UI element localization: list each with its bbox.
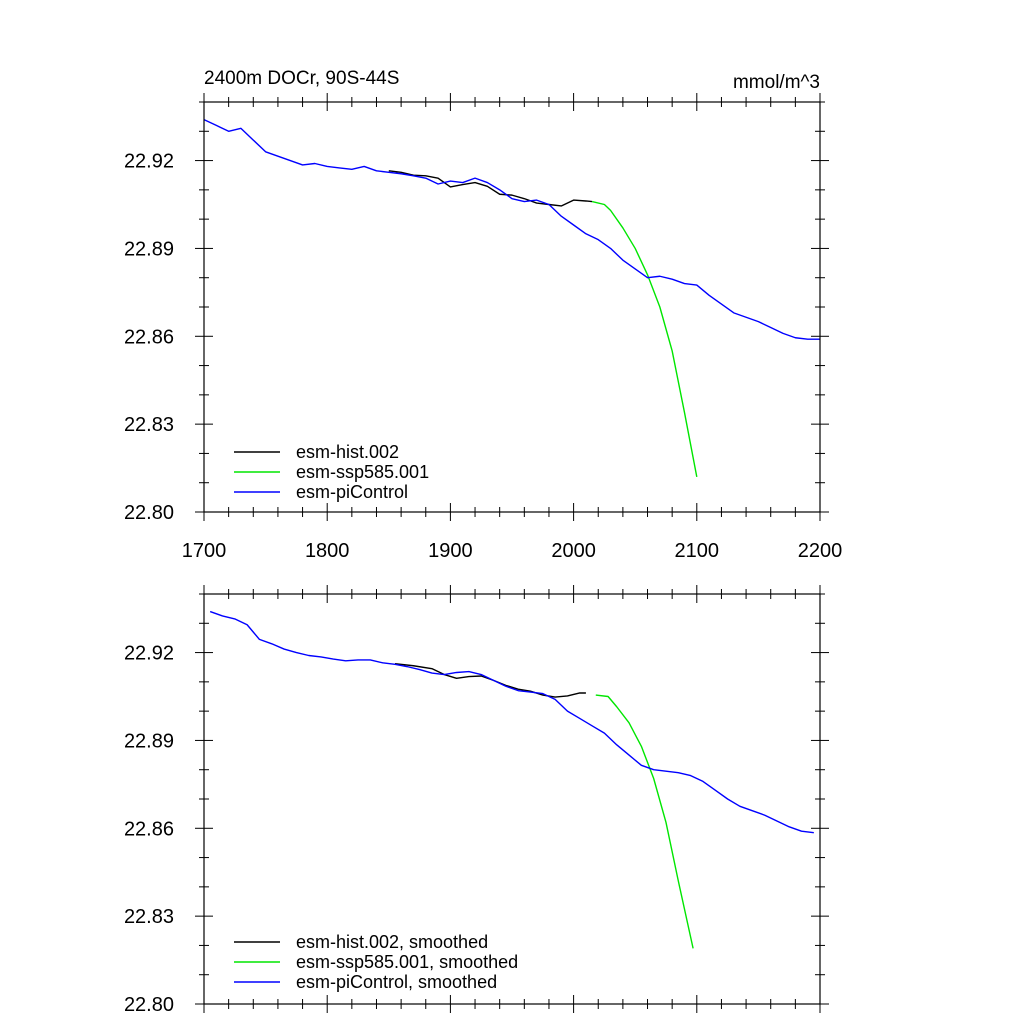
plot-area — [203, 118, 820, 477]
x-tick-label: 1800 — [305, 540, 350, 562]
x-tick-label: 1700 — [182, 540, 227, 562]
legend-label: esm-ssp585.001 — [296, 462, 429, 482]
plot-frame — [203, 593, 821, 1005]
y-tick-label: 22.92 — [124, 151, 174, 173]
y-tick-label: 22.83 — [124, 414, 174, 436]
panel-title: 2400m DOCr, 90S-44S — [204, 68, 399, 89]
legend-label: esm-hist.002 — [296, 442, 399, 462]
panel-top: 2400m DOCr, 90S-44S mmol/m^3 1700 1800 190… — [124, 68, 842, 562]
series-line — [591, 200, 698, 477]
panel-bottom: 22.80 22.83 22.86 22.89 22.92 esm-hist.002, … — [124, 585, 829, 1016]
legend-label: esm-piControl, smoothed — [296, 972, 497, 992]
y-tick-label: 22.92 — [124, 643, 174, 665]
panel-units: mmol/m^3 — [733, 72, 820, 93]
series-line — [388, 170, 593, 207]
legend-label: esm-piControl — [296, 482, 408, 502]
series-line — [394, 663, 586, 698]
series-line — [595, 694, 694, 949]
y-tick-label: 22.86 — [124, 818, 174, 840]
plot-area — [209, 610, 814, 949]
y-tick-label: 22.80 — [124, 994, 174, 1016]
legend-label: esm-ssp585.001, smoothed — [296, 952, 518, 972]
x-tick-label: 2100 — [675, 540, 720, 562]
ticks: 1700 1800 1900 2000 2100 2200 22.80 22.83 22.86 2… — [124, 93, 842, 562]
x-tick-label: 1900 — [428, 540, 473, 562]
ticks: 22.80 22.83 22.86 22.89 22.92 — [124, 585, 829, 1016]
y-tick-label: 22.80 — [124, 502, 174, 524]
y-tick-label: 22.86 — [124, 326, 174, 348]
y-tick-label: 22.83 — [124, 906, 174, 928]
x-tick-label: 2200 — [798, 540, 843, 562]
legend-label: esm-hist.002, smoothed — [296, 932, 488, 952]
y-tick-label: 22.89 — [124, 730, 174, 752]
series-line — [209, 610, 814, 834]
plot-frame — [203, 101, 821, 513]
x-tick-label: 2000 — [551, 540, 596, 562]
series-line — [203, 118, 820, 340]
y-tick-label: 22.89 — [124, 238, 174, 260]
